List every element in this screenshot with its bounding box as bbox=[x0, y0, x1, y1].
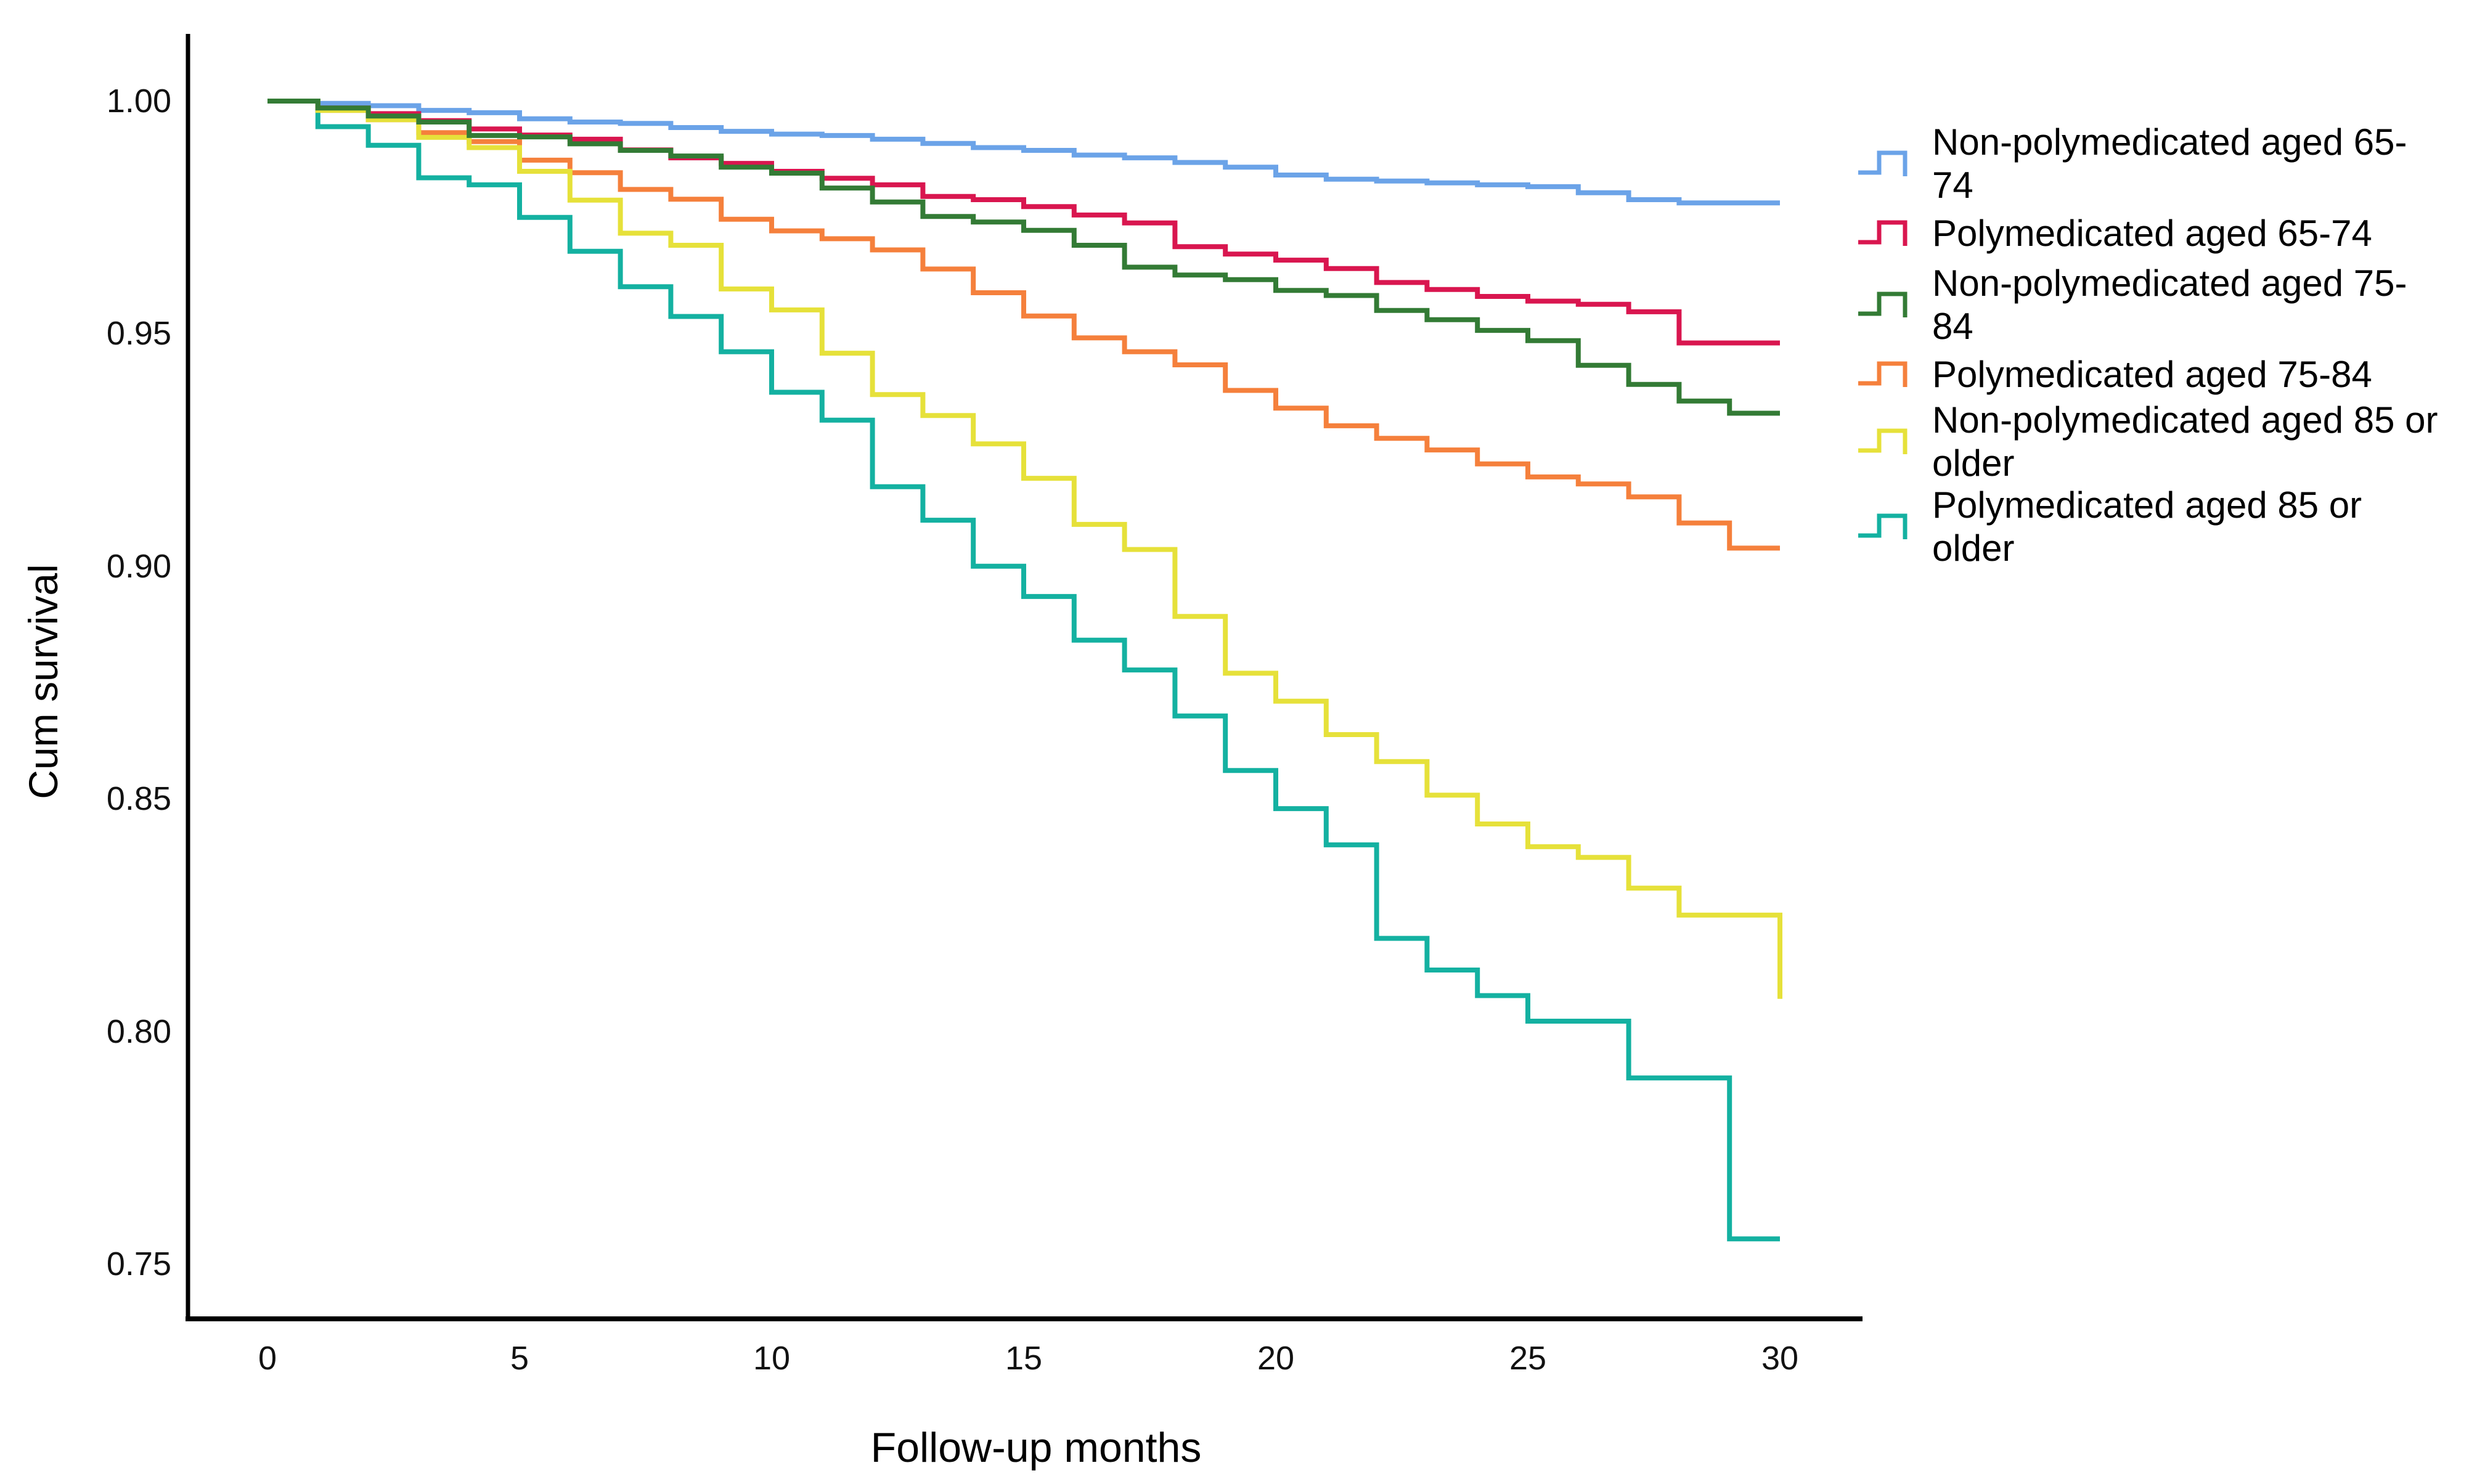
step-line-icon bbox=[1858, 292, 1908, 317]
y-tick-0.75: 0.75 bbox=[106, 1246, 171, 1282]
x-tick-30: 30 bbox=[1761, 1340, 1799, 1377]
legend-label: Polymedicated aged 65-74 bbox=[1932, 213, 2372, 254]
legend-label: Polymedicated aged 85 or older bbox=[1932, 484, 2362, 569]
y-tick-0.90: 0.90 bbox=[106, 548, 171, 585]
x-tick-15: 15 bbox=[1005, 1340, 1043, 1377]
x-tick-10: 10 bbox=[753, 1340, 791, 1377]
legend-item: Non-polymedicated aged 75- 84 bbox=[1857, 262, 2407, 348]
y-tick-0.95: 0.95 bbox=[106, 315, 171, 352]
survival-curves bbox=[267, 99, 1782, 1242]
x-tick-0: 0 bbox=[258, 1340, 277, 1377]
legend-item: Polymedicated aged 65-74 bbox=[1857, 211, 2372, 256]
curve-1 bbox=[267, 99, 1780, 346]
x-axis-title: Follow-up months bbox=[870, 1424, 1202, 1471]
step-line-icon bbox=[1858, 428, 1908, 454]
legend-item: Non-polymedicated aged 85 or older bbox=[1857, 399, 2438, 485]
legend-label: Non-polymedicated aged 85 or older bbox=[1932, 399, 2438, 484]
curve-5 bbox=[267, 99, 1780, 1242]
step-line-icon bbox=[1858, 361, 1908, 387]
step-line-icon bbox=[1858, 513, 1908, 539]
curve-2 bbox=[267, 99, 1780, 416]
step-line-icon bbox=[1858, 150, 1908, 176]
x-tick-25: 25 bbox=[1509, 1340, 1547, 1377]
legend-item: Polymedicated aged 75-84 bbox=[1857, 353, 2372, 397]
curve-4 bbox=[267, 99, 1782, 999]
legend-label: Polymedicated aged 75-84 bbox=[1932, 354, 2372, 395]
legend-item: Polymedicated aged 85 or older bbox=[1857, 484, 2362, 570]
x-tick-5: 5 bbox=[510, 1340, 529, 1377]
curve-0 bbox=[267, 99, 1780, 206]
y-tick-0.85: 0.85 bbox=[106, 780, 171, 817]
y-axis-title: Cum survival bbox=[20, 564, 66, 799]
legend-item: Non-polymedicated aged 65- 74 bbox=[1857, 121, 2407, 207]
curve-3 bbox=[267, 99, 1780, 551]
y-tick-1.00: 1.00 bbox=[106, 83, 171, 120]
legend-label: Non-polymedicated aged 75- 84 bbox=[1932, 263, 2407, 347]
x-tick-20: 20 bbox=[1257, 1340, 1295, 1377]
step-line-icon bbox=[1858, 220, 1908, 246]
y-tick-0.80: 0.80 bbox=[106, 1013, 171, 1050]
legend-label: Non-polymedicated aged 65- 74 bbox=[1932, 121, 2407, 206]
